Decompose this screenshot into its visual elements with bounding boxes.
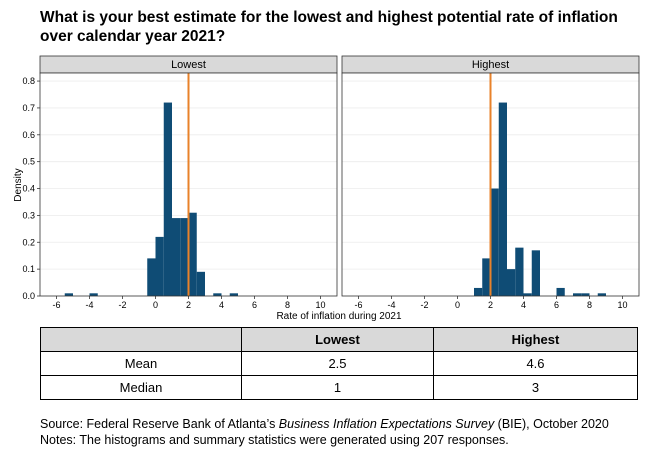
- histogram-bar-highest: [581, 293, 590, 296]
- x-tick-label: -6: [52, 300, 60, 310]
- row-label: Mean: [40, 351, 242, 376]
- y-tick-label: 0.7: [22, 103, 35, 113]
- lowest-value: 1: [241, 375, 434, 400]
- x-tick-label: 2: [186, 300, 191, 310]
- y-tick-label: 0.5: [22, 157, 35, 167]
- highest-value: 4.6: [432, 351, 639, 376]
- histogram-bar-highest: [531, 250, 540, 296]
- histogram-bar-lowest: [155, 236, 164, 296]
- survey-name: Business Inflation Expectations Survey: [278, 417, 495, 431]
- histogram-bar-lowest: [180, 218, 189, 296]
- histogram-bar-highest: [507, 269, 516, 296]
- histogram-bar-highest: [498, 102, 507, 296]
- histogram-bar-lowest: [172, 218, 181, 296]
- y-tick-label: 0.2: [22, 237, 35, 247]
- x-tick-label: 0: [455, 300, 460, 310]
- x-tick-label: -6: [354, 300, 362, 310]
- summary-row-median: Median 1 3: [40, 375, 639, 400]
- histogram-bar-lowest: [64, 293, 73, 296]
- histogram-chart: Lowest -6 -4 -2 0 2 4 6 8 10 Highest -6 -4 -2 0 2 4 6 8 10 0…: [13, 55, 640, 322]
- summary-row-mean: Mean 2.5 4.6: [40, 351, 639, 376]
- histogram-bar-lowest: [163, 102, 172, 296]
- summary-header-highest: Highest: [432, 327, 639, 352]
- summary-header-lowest: Lowest: [241, 327, 434, 352]
- histogram-bar-highest: [490, 188, 499, 296]
- lowest-value: 2.5: [241, 351, 434, 376]
- x-tick-label: 6: [554, 300, 559, 310]
- source-suffix: (BIE), October 2020: [494, 417, 609, 431]
- footer: Source: Federal Reserve Bank of Atlanta’…: [40, 416, 650, 448]
- panel-strip-label-lowest: Lowest: [171, 59, 206, 71]
- histogram-bar-highest: [556, 287, 565, 296]
- notes-line: Notes: The histograms and summary statis…: [40, 433, 509, 447]
- histogram-bar-lowest: [229, 293, 238, 296]
- row-label: Median: [40, 375, 242, 400]
- histogram-bar-highest: [597, 293, 606, 296]
- x-tick-label: 10: [315, 300, 325, 310]
- histogram-bar-highest: [474, 287, 483, 296]
- x-tick-label: -4: [85, 300, 93, 310]
- histogram-bar-highest: [523, 293, 532, 296]
- x-tick-label: -2: [420, 300, 428, 310]
- histogram-bar-highest: [482, 258, 491, 296]
- x-tick-label: 6: [252, 300, 257, 310]
- x-axis-title: Rate of inflation during 2021: [276, 311, 402, 322]
- histogram-bar-highest: [573, 293, 582, 296]
- source-prefix: Source: Federal Reserve Bank of Atlanta’…: [40, 417, 279, 431]
- panel-strip-label-highest: Highest: [472, 59, 509, 71]
- y-tick-label: 0.1: [22, 264, 35, 274]
- summary-table: Lowest Highest Mean 2.5 4.6 Median 1 3: [40, 327, 639, 400]
- x-tick-label: 4: [219, 300, 224, 310]
- source-line: Source: Federal Reserve Bank of Atlanta’…: [40, 416, 650, 432]
- x-tick-label: -2: [118, 300, 126, 310]
- x-tick-label: 8: [285, 300, 290, 310]
- x-tick-label: 10: [617, 300, 627, 310]
- histogram-bar-lowest: [188, 212, 197, 296]
- x-tick-label: 0: [153, 300, 158, 310]
- x-tick-label: 2: [488, 300, 493, 310]
- y-tick-label: 0.6: [22, 130, 35, 140]
- summary-header-blank: [40, 327, 242, 352]
- x-tick-label: 8: [587, 300, 592, 310]
- histogram-bar-lowest: [147, 258, 156, 296]
- y-axis-title: Density: [13, 168, 24, 201]
- x-tick-label: 4: [521, 300, 526, 310]
- y-tick-label: 0.8: [22, 76, 35, 86]
- histogram-bar-lowest: [196, 271, 205, 296]
- y-tick-label: 0.0: [22, 291, 35, 301]
- chart-title: What is your best estimate for the lowes…: [40, 9, 618, 45]
- histogram-bar-lowest: [89, 293, 98, 296]
- histogram-bar-highest: [515, 247, 524, 296]
- y-tick-label: 0.3: [22, 210, 35, 220]
- x-tick-label: -4: [387, 300, 395, 310]
- y-tick-label: 0.4: [22, 184, 35, 194]
- summary-header-row: Lowest Highest: [40, 327, 639, 352]
- histogram-bar-lowest: [213, 293, 222, 296]
- highest-value: 3: [432, 375, 639, 400]
